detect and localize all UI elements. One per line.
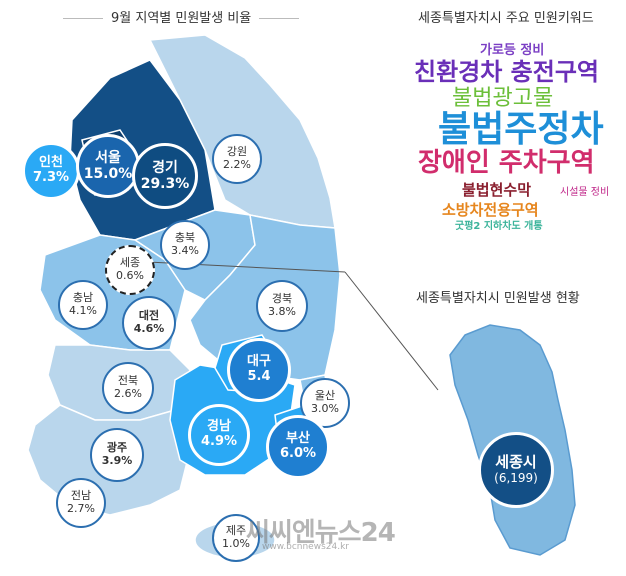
keyword-4: 장애인 주차구역 [418,148,595,178]
keyword-title: 세종특별자치시 주요 민원키워드 [418,11,594,26]
bubble-busan: 부산 6.0% [266,415,330,479]
keyword-1: 친환경차 충전구역 [414,58,599,86]
keyword-6: 시설물 정비 [560,187,610,198]
region-gangwon-shape [148,34,336,229]
bubble-sejong: 세종 0.6% [105,245,155,295]
bubble-sejong-detail: 세종시 (6,199) [478,432,554,508]
keyword-8: 굿평2 지하차도 개통 [455,221,543,232]
watermark-brand: 씨씨엔뉴스24 [246,518,396,548]
keyword-2: 불법광고물 [452,86,554,111]
bubble-chungnam: 충남 4.1% [58,280,108,330]
connector-line-bottom [344,271,439,391]
bubble-daegu: 대구 5.4 [227,338,291,402]
keyword-0: 가로등 정비 [480,43,545,58]
bubble-gyeonggi: 경기 29.3% [132,143,198,209]
keyword-7: 소방차전용구역 [442,201,539,219]
bubble-jeju: 제주 1.0% [212,514,260,562]
bubble-gyeongbuk: 경북 3.8% [256,280,308,332]
map-title: 9월 지역별 민원발생 비율 [55,7,307,26]
bubble-gangwon: 강원 2.2% [212,134,262,184]
bubble-gyeongnam: 경남 4.9% [188,404,250,466]
sejong-title: 세종특별자치시 민원발생 현황 [416,291,580,306]
keyword-5: 불법현수막 [462,181,532,199]
bubble-chungbuk: 충북 3.4% [160,220,210,270]
bubble-seoul: 서울 15.0% [76,134,140,198]
keyword-3: 불법주정차 [438,109,604,150]
bubble-daejeon: 대전 4.6% [122,296,176,350]
bubble-incheon: 인천 7.3% [22,142,80,200]
bubble-gwangju: 광주 3.9% [90,428,144,482]
bubble-jeonnam: 전남 2.7% [56,478,106,528]
watermark-url: www.bcnnews24.kr [262,542,349,552]
bubble-jeonbuk: 전북 2.6% [102,362,154,414]
